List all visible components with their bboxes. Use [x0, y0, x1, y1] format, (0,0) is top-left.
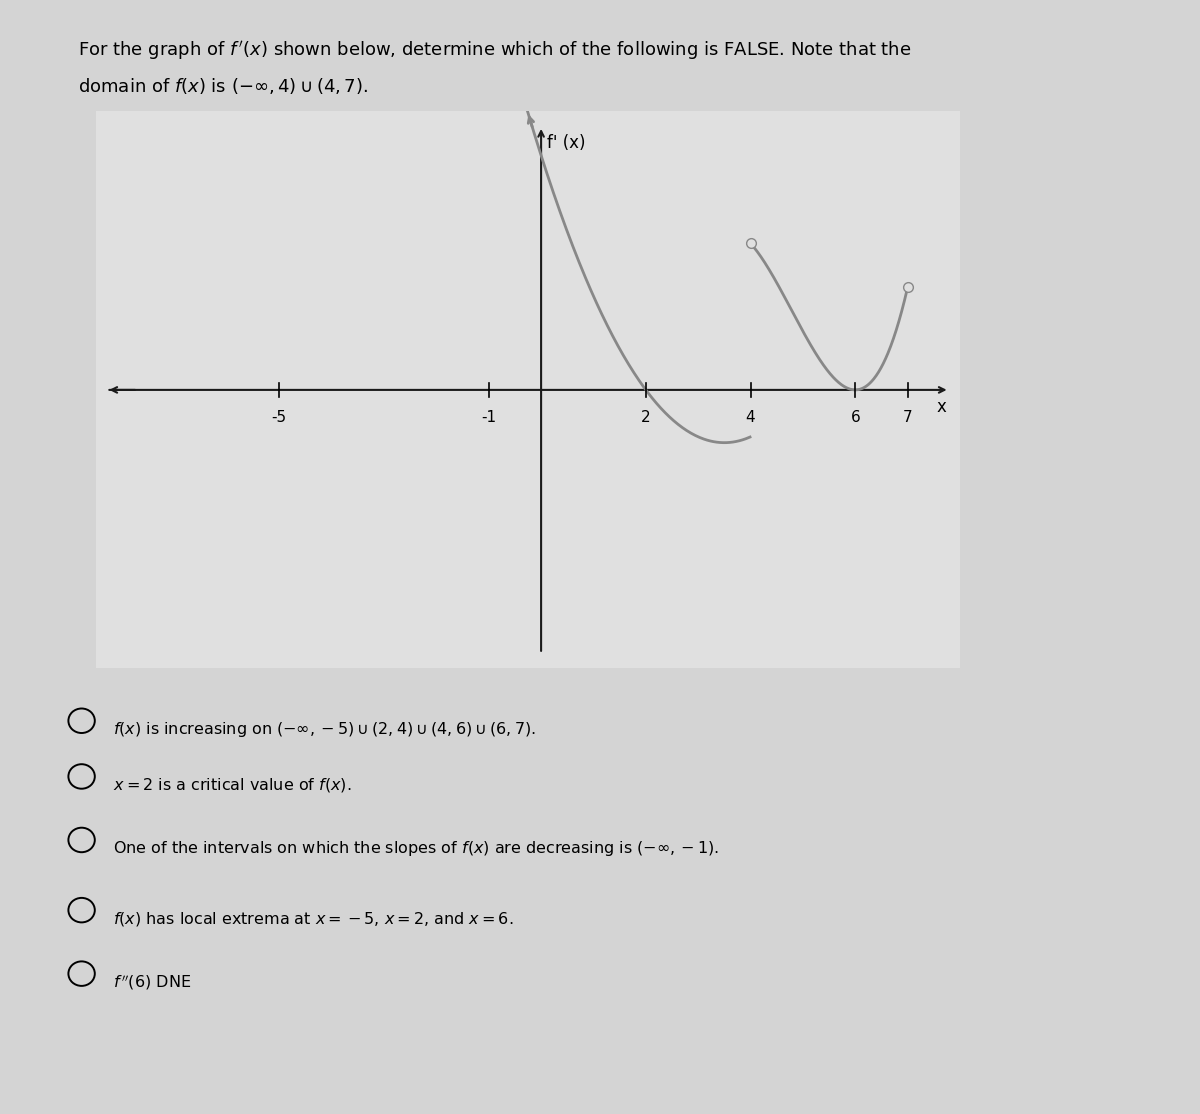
Text: $x = 2$ is a critical value of $f(x)$.: $x = 2$ is a critical value of $f(x)$.	[113, 776, 352, 794]
Text: One of the intervals on which the slopes of $f(x)$ are decreasing is $(-\infty, : One of the intervals on which the slopes…	[113, 839, 719, 859]
Text: -1: -1	[481, 410, 497, 426]
Text: $f(x)$ has local extrema at $x = -5$, $x = 2$, and $x = 6$.: $f(x)$ has local extrema at $x = -5$, $x…	[113, 910, 514, 928]
Text: 7: 7	[902, 410, 912, 426]
Text: domain of $f(x)$ is $(-\infty, 4) \cup (4, 7)$.: domain of $f(x)$ is $(-\infty, 4) \cup (…	[78, 76, 368, 96]
Text: x: x	[937, 398, 947, 416]
Text: $f\,''(6)$ DNE: $f\,''(6)$ DNE	[113, 973, 191, 993]
Text: For the graph of $f\,'(x)$ shown below, determine which of the following is FALS: For the graph of $f\,'(x)$ shown below, …	[78, 39, 912, 62]
Text: 6: 6	[851, 410, 860, 426]
Text: 2: 2	[641, 410, 650, 426]
Text: $f(x)$ is increasing on $(-\infty, -5) \cup (2, 4) \cup (4, 6) \cup (6, 7)$.: $f(x)$ is increasing on $(-\infty, -5) \…	[113, 720, 535, 740]
Text: f' (x): f' (x)	[547, 134, 586, 152]
Text: 4: 4	[745, 410, 755, 426]
Text: -5: -5	[271, 410, 287, 426]
